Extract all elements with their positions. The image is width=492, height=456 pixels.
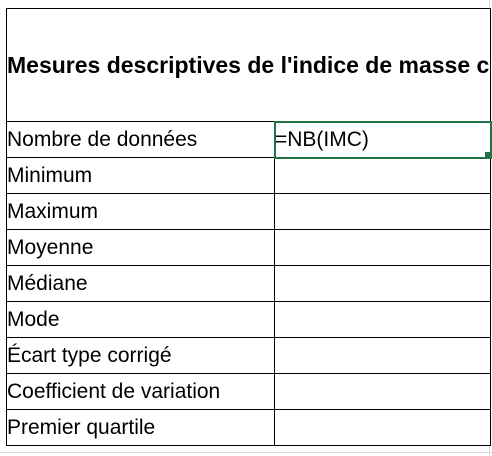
fill-handle[interactable] [484,151,490,157]
table-row: Moyenne [6,229,492,266]
row-label-maximum[interactable]: Maximum [6,193,275,230]
row-label-minimum[interactable]: Minimum [6,157,275,194]
row-label-first-quartile[interactable]: Premier quartile [6,409,275,446]
table-row: Premier quartile [6,409,492,446]
table-title[interactable]: Mesures descriptives de l'indice de mass… [5,8,492,122]
table-row: Nombre de données =NB(IMC) [6,120,492,159]
table-row: Mode [6,301,492,338]
cell-mode-value[interactable] [273,301,492,338]
row-label-mode[interactable]: Mode [6,301,275,338]
cell-median-value[interactable] [273,265,492,302]
cell-std-dev-value[interactable] [273,337,492,374]
table-row: Médiane [6,265,492,302]
active-cell-count-value[interactable]: =NB(IMC) [273,120,492,159]
cell-minimum-value[interactable] [273,157,492,194]
gridline [0,452,492,453]
row-label-mean[interactable]: Moyenne [6,229,275,266]
descriptive-stats-table: Mesures descriptives de l'indice de mass… [5,8,492,446]
row-label-median[interactable]: Médiane [6,265,275,302]
cell-first-quartile-value[interactable] [273,409,492,446]
cell-maximum-value[interactable] [273,193,492,230]
cell-coef-variation-value[interactable] [273,373,492,410]
row-label-count[interactable]: Nombre de données [6,121,275,158]
table-row: Minimum [6,157,492,194]
row-label-coef-variation[interactable]: Coefficient de variation [6,373,275,410]
table-row: Coefficient de variation [6,373,492,410]
cell-formula: =NB(IMC) [275,127,369,151]
row-label-std-dev[interactable]: Écart type corrigé [6,337,275,374]
table-row: Maximum [6,193,492,230]
table-row: Écart type corrigé [6,337,492,374]
cell-mean-value[interactable] [273,229,492,266]
